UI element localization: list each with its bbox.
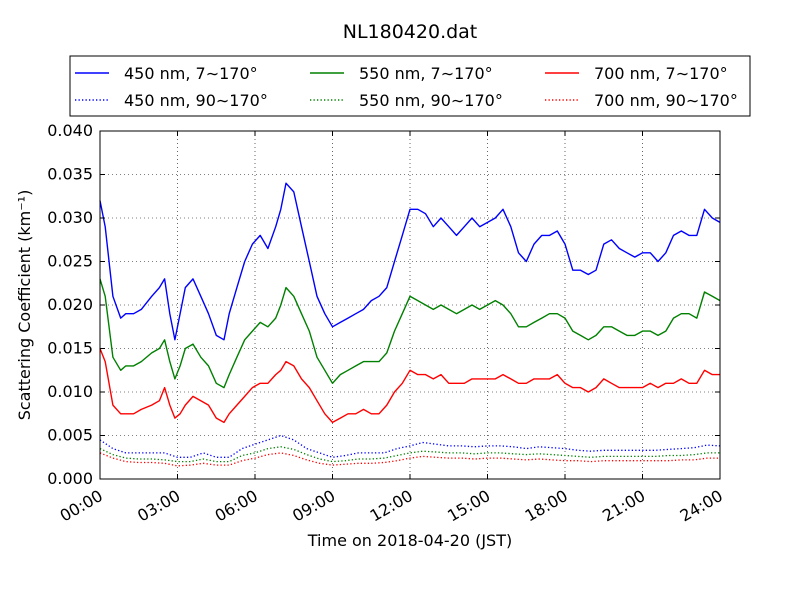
legend-label-5: 700 nm, 90∼170° xyxy=(594,91,738,110)
y-tick-label: 0.000 xyxy=(47,469,93,488)
y-tick-label: 0.005 xyxy=(47,426,93,445)
y-tick-label: 0.030 xyxy=(47,208,93,227)
series-layer xyxy=(99,182,721,467)
y-tick-label: 0.020 xyxy=(47,295,93,314)
y-tick-label: 0.025 xyxy=(47,252,93,271)
legend-label-1: 550 nm, 7∼170° xyxy=(359,64,493,83)
y-tick-label: 0.040 xyxy=(47,121,93,140)
series-line-1 xyxy=(99,278,721,389)
series-line-2 xyxy=(99,348,720,424)
x-axis-label: Time on 2018-04-20 (JST) xyxy=(307,531,512,550)
legend-label-4: 550 nm, 90∼170° xyxy=(359,91,503,110)
y-axis: 0.000 0.005 0.010 0.015 0.020 0.025 0.030 0.035… xyxy=(47,121,720,488)
series-line-5 xyxy=(99,452,720,467)
y-tick-label: 0.035 xyxy=(47,165,93,184)
legend-box xyxy=(69,55,751,117)
series-line-3 xyxy=(99,434,721,458)
series-line-0 xyxy=(99,182,721,341)
legend: 450 nm, 7∼170° 550 nm, 7∼170° 700 nm, 7∼17… xyxy=(69,55,751,117)
legend-entries: 450 nm, 7∼170° 550 nm, 7∼170° 700 nm, 7∼17… xyxy=(75,64,738,110)
legend-label-0: 450 nm, 7∼170° xyxy=(124,64,258,83)
y-tick-label: 0.015 xyxy=(47,339,93,358)
y-tick-label: 0.010 xyxy=(47,382,93,401)
chart-title: NL180420.dat xyxy=(343,21,478,43)
legend-label-3: 450 nm, 90∼170° xyxy=(124,91,268,110)
legend-label-2: 700 nm, 7∼170° xyxy=(594,64,728,83)
y-axis-label: Scattering Coefficient (km⁻¹) xyxy=(15,190,34,421)
series-line-4 xyxy=(99,446,720,463)
